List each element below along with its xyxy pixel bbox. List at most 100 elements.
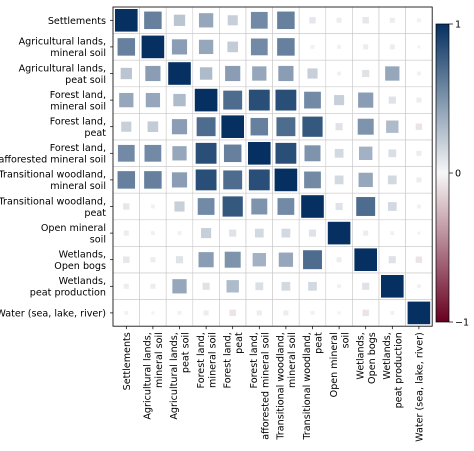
heatmap-square [144,11,162,30]
x-tick-label: Wetlands, [382,332,393,379]
heatmap-square [250,38,268,56]
y-tick-label: soil [90,234,106,245]
heatmap-square [387,202,397,211]
heatmap-square [248,142,271,165]
y-tick-label: Open mineral [41,223,106,234]
heatmap-square [124,310,129,315]
heatmap-square [251,198,268,215]
heatmap-square [335,202,343,211]
y-tick-label: peat [84,208,106,219]
heatmap-square [171,172,188,188]
heatmap-square [363,44,369,50]
x-tick-label: Transitional woodland, [302,332,313,440]
heatmap-square [308,229,317,237]
x-tick-label: peat [314,332,325,354]
grid-cell [298,6,327,34]
heatmap-square [252,253,266,267]
heatmap-square [203,310,209,316]
heatmap-square [334,148,344,158]
heatmap-square [172,146,187,161]
y-tick-label: mineral soil [50,181,106,192]
heatmap-square [277,198,295,215]
heatmap-square [416,177,422,183]
y-tick-label: Transitional woodland, [0,170,106,181]
grid-cell [352,33,380,61]
y-tick-label: afforested mineral soil [0,155,106,166]
heatmap-square [388,256,396,264]
heatmap-square [337,284,342,289]
heatmap-square [417,45,421,49]
heatmap-square [335,123,343,131]
x-tick-label: soil [340,332,351,348]
heatmap-square [387,175,397,185]
heatmap-square [416,284,421,289]
heatmap-square [147,121,159,133]
heatmap-square [415,123,423,130]
heatmap-square [275,142,297,164]
y-tick-label: Transitional woodland, [0,196,106,207]
x-tick-label: Forest land, [222,332,233,388]
heatmap-square [223,90,243,110]
heatmap-square [177,310,182,315]
y-tick-label: mineral soil [50,101,106,112]
heatmap-square [123,203,130,210]
colorbar-tick-label: 1 [455,20,461,31]
heatmap-square [388,149,397,158]
heatmap-square [175,256,184,264]
heatmap-square [115,9,138,32]
x-tick-label: Settlements [122,332,133,390]
heatmap-square [416,71,421,76]
heatmap-square [362,69,370,78]
y-tick-label: Forest land, [50,116,106,127]
heatmap-square [229,309,236,317]
x-tick-label: Open mineral [329,332,340,397]
heatmap-square [304,91,321,109]
heatmap-square [358,92,374,108]
heatmap-square [196,117,216,137]
heatmap-square [416,18,421,23]
heatmap-square [177,231,182,236]
heatmap-square [195,169,217,191]
heatmap-square [358,172,373,188]
heatmap-square [225,65,241,82]
heatmap-square [227,15,238,26]
heatmap-square [386,120,399,133]
heatmap-square [117,144,135,162]
heatmap-square [223,170,243,190]
heatmap-square [275,89,297,111]
x-tick-label: Water (sea, lake, river) [414,332,425,442]
heatmap-square [172,279,187,294]
heatmap-square [390,231,395,236]
heatmap-square [224,251,241,268]
heatmap-square [123,283,129,289]
heatmap-square [226,280,239,293]
heatmap-square [304,171,321,189]
x-tick-label: peat production [394,332,405,408]
heatmap-square [304,145,321,162]
y-tick-label: mineral soil [50,48,106,59]
heatmap-square [227,41,239,53]
x-tick-label: afforested mineral soil [261,332,272,440]
heatmap-square [310,44,315,49]
heatmap-square [173,14,186,26]
heatmap-square [385,66,400,81]
heatmap-square [416,204,421,209]
heatmap-square [307,68,318,79]
heatmap-square [171,39,188,55]
heatmap-square [145,65,161,82]
heatmap-square [117,38,136,56]
y-tick-label: Agricultural lands, [19,63,106,74]
heatmap-square [256,310,262,316]
heatmap-square [197,198,215,215]
heatmap-square [381,275,404,298]
heatmap-square [222,196,243,217]
heatmap-square [390,310,395,315]
heatmap-square [334,175,344,185]
heatmap-square [301,195,324,218]
heatmap-square [141,35,165,59]
heatmap-square [363,230,369,236]
colorbar-tick-label: −1 [455,318,469,329]
heatmap-square [168,62,191,85]
